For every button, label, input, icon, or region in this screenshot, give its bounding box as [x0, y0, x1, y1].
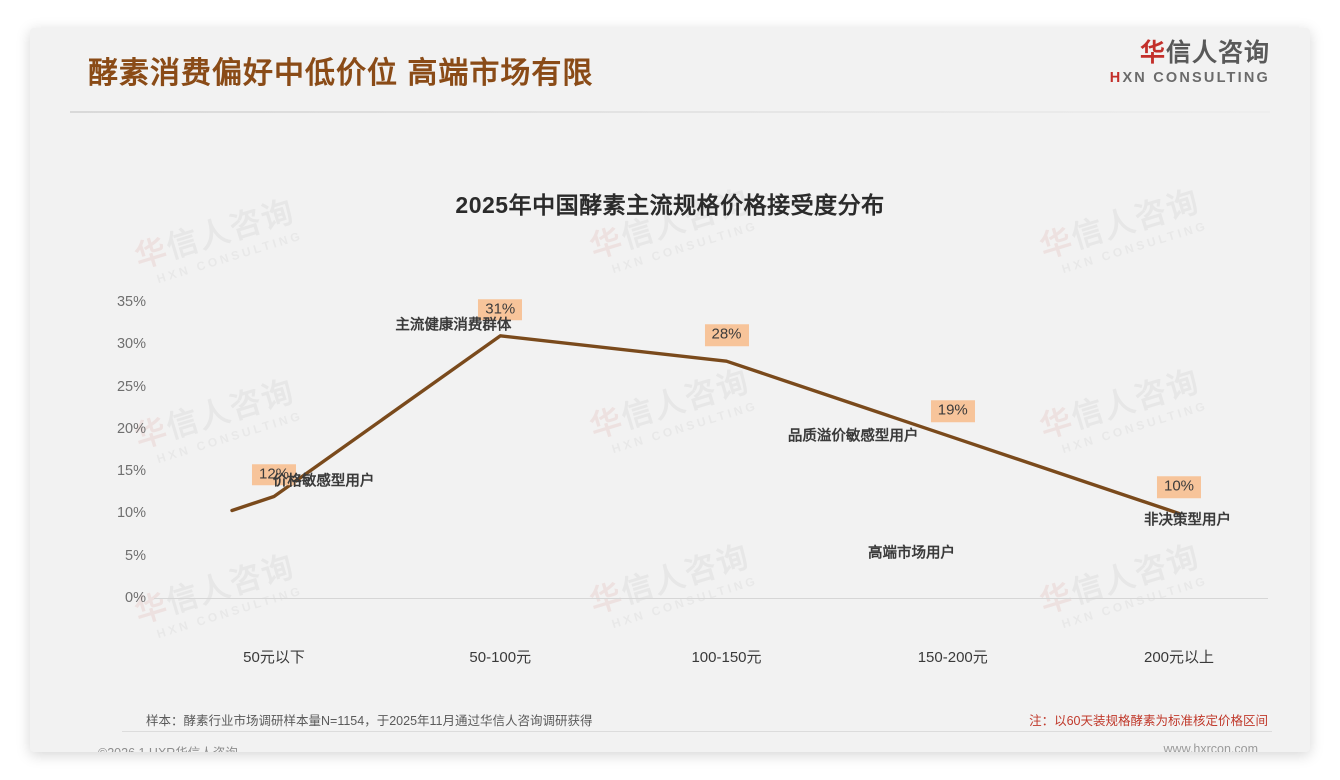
data-point-label: 12%: [251, 463, 297, 486]
data-point-label: 28%: [704, 324, 749, 346]
data-point-label: 10%: [1156, 476, 1202, 499]
slide-headline: 酵素消费偏好中低价位 高端市场有限: [88, 57, 594, 90]
slide-header: 酵素消费偏好中低价位 高端市场有限 华信人咨询 HXN CONSULTING: [30, 28, 1310, 112]
chart-plot-area: 0% 5% 10% 15% 20% 25% 30% 35% 12% 31% 28% 19% 10% 价格…: [88, 258, 1278, 638]
line-series-svg: [230, 334, 1181, 516]
x-axis-tick-label: 50-100元: [469, 649, 532, 666]
footer-divider: [122, 731, 1272, 732]
y-axis-labels: 0% 5% 10% 15% 20% 25% 30% 35%: [88, 258, 146, 638]
x-axis-labels: 50元以下 50-100元 100-150元 150-200元 200元以上: [88, 646, 1278, 672]
logo-cn-gray: 信人咨询: [1165, 39, 1270, 67]
x-axis-tick-label: 150-200元: [917, 649, 988, 666]
chart-title: 2025年中国酵素主流规格价格接受度分布: [455, 192, 885, 218]
chart-annotation: 品质溢价敏感型用户: [787, 428, 919, 445]
chart-annotation: 主流健康消费群体: [395, 317, 512, 334]
x-axis-tick-label: 50元以下: [243, 649, 305, 666]
logo-chinese: 华信人咨询: [1110, 40, 1270, 67]
chart-annotation: 高端市场用户: [867, 545, 955, 562]
data-point-label: 19%: [930, 400, 975, 423]
chart-annotation: 非决策型用户: [1144, 512, 1232, 529]
y-axis-tick-label: 35%: [116, 294, 146, 310]
y-axis-tick-label: 25%: [116, 378, 146, 395]
y-axis-tick-label: 0%: [125, 590, 146, 606]
slide-card: 华信人咨询 HXN CONSULTING 华信人咨询 HXN CONSULTIN…: [30, 28, 1310, 752]
y-axis-tick-label: 5%: [125, 547, 146, 564]
y-axis-tick-label: 30%: [116, 336, 146, 353]
line-series: [230, 334, 1181, 516]
price-range-note: 注：以60天装规格酵素为标准核定价格区间: [1029, 714, 1268, 728]
copyright-text: ©2026.1 HXR华信人咨询: [98, 742, 238, 752]
y-axis-tick-label: 20%: [116, 420, 146, 437]
data-point-label: 31%: [478, 299, 523, 321]
x-axis-line: [154, 598, 1268, 599]
logo-en-red: H: [1109, 70, 1123, 86]
x-axis-tick-label: 100-150元: [691, 649, 762, 666]
brand-logo: 华信人咨询 HXN CONSULTING: [1110, 40, 1270, 87]
y-axis-tick-label: 15%: [116, 463, 146, 480]
chart-annotation: 价格敏感型用户: [272, 473, 375, 490]
logo-en-gray: XN CONSULTING: [1122, 70, 1270, 86]
logo-cn-red: 华: [1139, 39, 1166, 67]
website-url: www.hxrcon.com: [1163, 742, 1258, 752]
x-axis-tick-label: 200元以上: [1143, 649, 1215, 666]
header-divider: [70, 111, 1270, 113]
logo-english: HXN CONSULTING: [1110, 70, 1270, 86]
sample-note: 样本：酵素行业市场调研样本量N=1154，于2025年11月通过华信人咨询调研获…: [146, 714, 593, 728]
y-axis-tick-label: 10%: [116, 505, 146, 522]
